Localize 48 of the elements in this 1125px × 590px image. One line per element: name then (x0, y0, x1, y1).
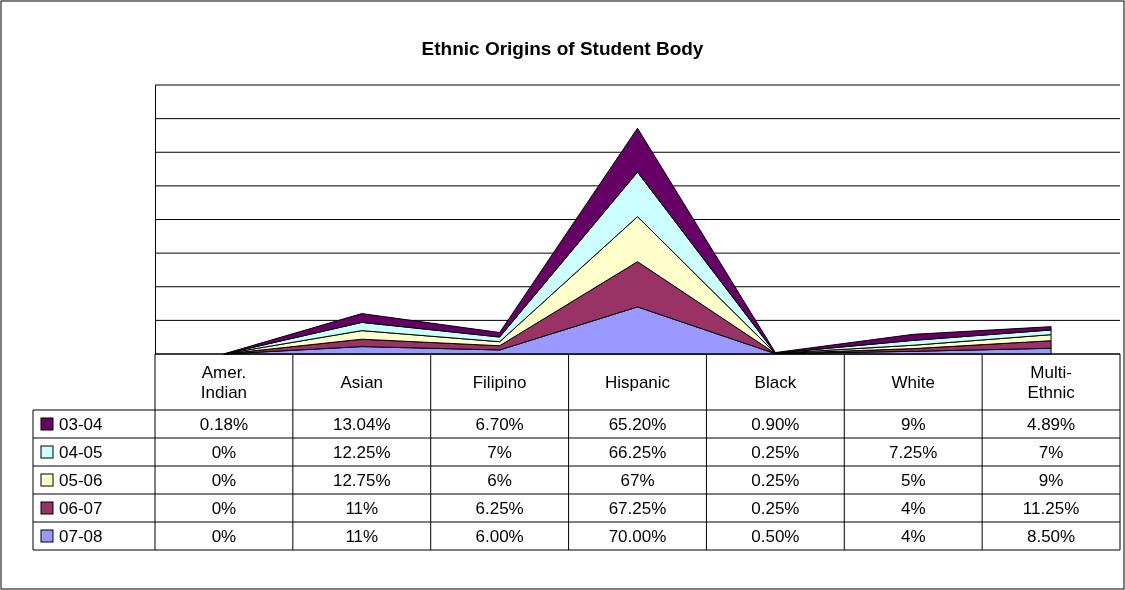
data-label: 0% (211, 499, 237, 518)
data-label: 0.50% (751, 527, 800, 546)
x-tick-label: Amer. Indian (200, 363, 248, 402)
legend-label: 06-07 (59, 499, 103, 518)
data-label: 0.18% (199, 415, 249, 434)
data-label: 0.90% (751, 415, 800, 434)
data-label: 4.89% (1026, 415, 1076, 434)
data-label: 11.25% (1022, 499, 1080, 518)
data-label: 0% (211, 443, 237, 462)
data-label: 4% (900, 499, 926, 518)
legend-label: 05-06 (59, 471, 103, 490)
legend-label: 04-05 (59, 443, 103, 462)
data-label: 7.25% (889, 443, 938, 462)
data-label: 12.25% (332, 443, 391, 462)
data-label: 5% (900, 471, 926, 490)
x-tick-label: Hispanic (604, 373, 671, 392)
data-label: 0% (211, 471, 237, 490)
data-label: 0% (211, 527, 237, 546)
data-label: 12.75% (332, 471, 391, 490)
data-label: 66.25% (608, 443, 667, 462)
data-label: 70.00% (608, 527, 667, 546)
data-label: 8.50% (1026, 527, 1076, 546)
x-tick-label: Black (754, 373, 797, 392)
data-label: 0.25% (751, 471, 800, 490)
x-tick-label: White (891, 373, 935, 392)
data-label: 6.00% (475, 527, 524, 546)
data-label: 9% (1038, 471, 1064, 490)
x-tick-label: Filipino (472, 373, 527, 392)
data-label: 6% (487, 471, 512, 490)
x-tick-label: Asian (340, 373, 384, 392)
data-label: 0.25% (751, 499, 800, 518)
x-tick-label: Multi- Ethnic (1027, 363, 1076, 402)
data-label: 7% (1038, 443, 1064, 462)
data-label: 0.25% (751, 443, 800, 462)
data-label: 9% (900, 415, 926, 434)
legend-label: 03-04 (59, 415, 103, 434)
data-label: 4% (900, 527, 926, 546)
legend-label: 07-08 (59, 527, 103, 546)
data-label: 67% (620, 471, 655, 490)
data-label: 6.70% (475, 415, 524, 434)
data-label: 65.20% (608, 415, 667, 434)
data-label: 6.25% (475, 499, 524, 518)
data-label: 11% (345, 527, 379, 546)
data-label: 13.04% (332, 415, 391, 434)
chart-title: Ethnic Origins of Student Body (421, 38, 704, 59)
data-label: 7% (487, 443, 512, 462)
data-label: 67.25% (608, 499, 667, 518)
data-label: 11% (345, 499, 379, 518)
